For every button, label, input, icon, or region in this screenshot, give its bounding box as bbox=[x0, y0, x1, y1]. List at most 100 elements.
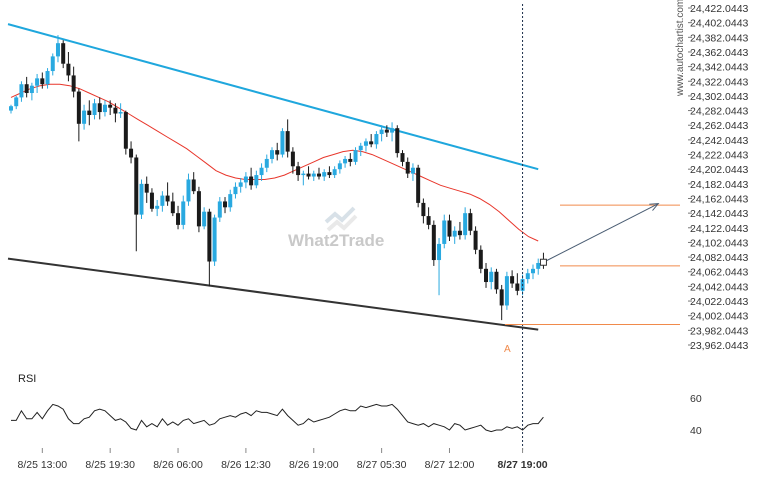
candle-body bbox=[212, 217, 217, 262]
candle-body bbox=[139, 183, 144, 215]
candle-body bbox=[165, 195, 170, 202]
entry-marker-icon bbox=[539, 258, 547, 266]
x-tick-label: 8/26 19:00 bbox=[289, 459, 339, 471]
candle-body bbox=[82, 110, 87, 124]
candle-body bbox=[306, 173, 311, 177]
y-axis: 24,422.0443 24,402.0443 24,382.0443 24,362.… bbox=[688, 3, 749, 352]
candle-body bbox=[71, 75, 76, 92]
y-tick-label: 24,262.0443 bbox=[690, 120, 749, 132]
y-tick-label: 24,122.0443 bbox=[690, 223, 749, 235]
watermark: What2Trade bbox=[288, 206, 384, 250]
candle-body bbox=[358, 145, 363, 151]
x-tick-label: 8/27 12:00 bbox=[425, 459, 475, 471]
candles-group bbox=[9, 35, 546, 321]
candle-body bbox=[410, 167, 415, 174]
candle-body bbox=[311, 173, 316, 177]
candle-body bbox=[515, 283, 520, 291]
y-tick-label: 24,342.0443 bbox=[690, 62, 749, 74]
brand-text: www.autochartist.com bbox=[675, 0, 686, 97]
candle-body bbox=[102, 104, 107, 113]
lower-trend-line bbox=[7, 257, 539, 331]
candle-body bbox=[348, 158, 353, 162]
candle-body bbox=[332, 169, 337, 176]
candle-body bbox=[55, 43, 60, 57]
candle-body bbox=[484, 268, 489, 283]
candle-body bbox=[499, 289, 504, 306]
candle-body bbox=[243, 176, 248, 183]
y-tick-label: 24,042.0443 bbox=[690, 281, 749, 293]
candle-body bbox=[118, 112, 123, 114]
candle-body bbox=[66, 63, 71, 76]
candle-body bbox=[489, 271, 494, 283]
candle-body bbox=[290, 151, 295, 167]
candle-body bbox=[223, 201, 228, 208]
candle-body bbox=[296, 166, 301, 176]
x-tick-label: 8/27 19:00 bbox=[497, 459, 547, 471]
candle-body bbox=[285, 131, 290, 152]
candle-body bbox=[363, 141, 368, 146]
candle-body bbox=[384, 129, 389, 133]
candle-body bbox=[144, 183, 149, 193]
candle-body bbox=[191, 179, 196, 192]
candle-body bbox=[343, 158, 348, 164]
candle-body bbox=[238, 182, 243, 187]
x-axis: 8/25 13:00 8/25 19:30 8/26 06:00 8/26 12:30… bbox=[17, 448, 548, 471]
upper-trend-line bbox=[7, 23, 539, 171]
candle-body bbox=[170, 201, 175, 214]
y-tick-label: 24,422.0443 bbox=[690, 3, 749, 15]
forecast-arrow-line bbox=[543, 203, 659, 263]
candle-body bbox=[61, 43, 66, 64]
candle-body bbox=[337, 163, 342, 170]
candle-body bbox=[35, 78, 40, 86]
rsi-tick-label: 40 bbox=[690, 425, 702, 437]
y-tick-label: 24,302.0443 bbox=[690, 91, 749, 103]
candle-body bbox=[457, 230, 462, 236]
x-tick-label: 8/25 13:00 bbox=[17, 459, 67, 471]
y-tick-label: 23,962.0443 bbox=[690, 340, 749, 352]
x-tick-label: 8/27 05:30 bbox=[357, 459, 407, 471]
candle-body bbox=[452, 230, 457, 237]
candle-body bbox=[87, 110, 92, 115]
y-tick-label: 24,222.0443 bbox=[690, 150, 749, 162]
overlays-group: A bbox=[504, 4, 680, 452]
candle-body bbox=[374, 134, 379, 145]
candle-body bbox=[395, 128, 400, 154]
y-tick-label: 24,002.0443 bbox=[690, 311, 749, 323]
candle-body bbox=[437, 243, 442, 261]
candle-body bbox=[19, 84, 24, 98]
rsi-panel: RSI 60 40 bbox=[11, 373, 702, 437]
candle-body bbox=[525, 273, 530, 280]
candle-body bbox=[149, 192, 154, 209]
candle-body bbox=[353, 150, 358, 162]
candle-body bbox=[123, 112, 128, 149]
candle-body bbox=[494, 271, 499, 290]
candle-body bbox=[270, 150, 274, 159]
y-tick-label: 24,242.0443 bbox=[690, 135, 749, 147]
y-tick-label: 24,402.0443 bbox=[690, 18, 749, 30]
candle-body bbox=[327, 172, 332, 176]
candle-body bbox=[431, 224, 436, 261]
candle-body bbox=[45, 71, 50, 85]
forecast-arrow-head-icon bbox=[649, 203, 660, 211]
candle-body bbox=[134, 157, 139, 215]
candle-body bbox=[468, 213, 473, 231]
candle-body bbox=[316, 173, 321, 177]
candle-body bbox=[29, 85, 34, 94]
candle-body bbox=[207, 211, 212, 262]
x-tick-label: 8/25 19:30 bbox=[85, 459, 135, 471]
candle-body bbox=[254, 175, 259, 186]
candle-body bbox=[14, 97, 19, 107]
y-tick-label: 24,322.0443 bbox=[690, 76, 749, 88]
candle-body bbox=[478, 249, 483, 269]
candle-body bbox=[426, 216, 431, 225]
candle-body bbox=[202, 211, 207, 227]
y-tick-label: 24,142.0443 bbox=[690, 208, 749, 220]
candle-body bbox=[536, 262, 541, 269]
candle-body bbox=[196, 191, 201, 227]
rsi-line bbox=[11, 403, 544, 433]
candle-body bbox=[390, 128, 395, 133]
candle-body bbox=[264, 158, 269, 168]
y-tick-label: 24,202.0443 bbox=[690, 164, 749, 176]
